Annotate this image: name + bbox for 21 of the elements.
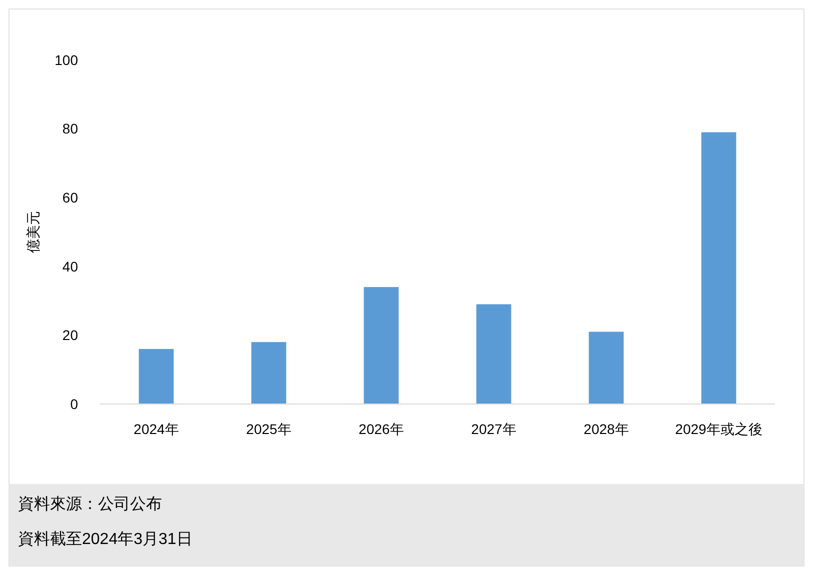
bar bbox=[138, 348, 174, 404]
y-tick-label: 100 bbox=[54, 52, 78, 68]
y-tick-label: 20 bbox=[62, 327, 78, 344]
x-tick-label: 2025年 bbox=[246, 421, 292, 437]
bar bbox=[251, 342, 286, 404]
y-tick-label: 0 bbox=[70, 396, 78, 412]
bar bbox=[588, 332, 624, 404]
x-tick-label: 2026年 bbox=[358, 421, 404, 437]
x-tick-label: 2024年 bbox=[134, 421, 179, 437]
x-tick-label: 2027年 bbox=[471, 421, 516, 437]
bar bbox=[364, 287, 399, 404]
y-axis-title: 億美元 bbox=[25, 211, 41, 253]
y-tick-label: 40 bbox=[62, 258, 78, 274]
text: 資料截至2024年3月31日 bbox=[18, 530, 192, 548]
bar bbox=[701, 132, 736, 404]
x-tick-label: 2029年或之後 bbox=[675, 421, 762, 437]
y-tick-label: 60 bbox=[62, 190, 78, 206]
source-note: 資料來源：公司公布 bbox=[18, 495, 162, 513]
x-tick-label: 2028年 bbox=[584, 421, 629, 437]
y-tick-label: 80 bbox=[62, 120, 78, 137]
bar bbox=[476, 304, 512, 404]
